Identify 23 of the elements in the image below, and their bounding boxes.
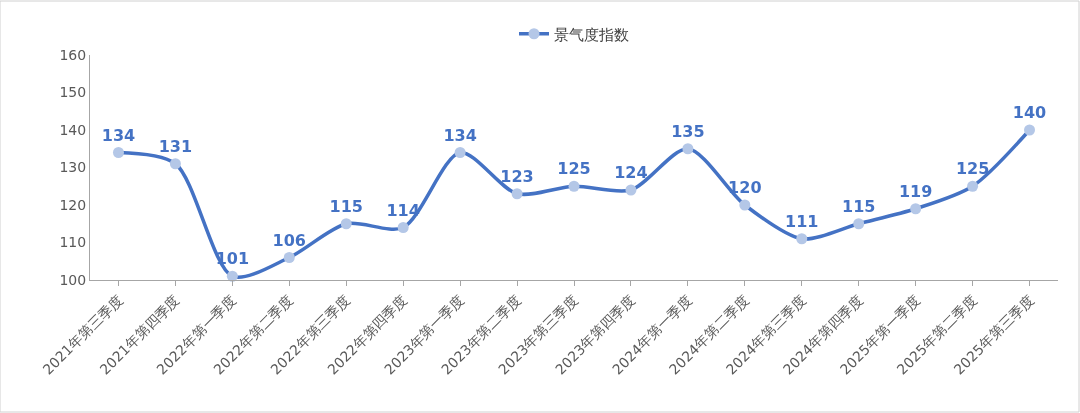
data-label: 131 [158,136,193,156]
y-tick-label: 140 [59,121,87,138]
y-tick-label: 160 [59,46,87,63]
data-label: 134 [101,125,136,145]
y-tick-label: 100 [59,271,87,288]
data-label: 140 [1012,103,1047,123]
legend-label: 景气度指数 [554,25,629,44]
y-tick-label: 130 [59,159,87,176]
data-label: 125 [557,159,591,179]
data-label: 134 [443,125,477,145]
data-label: 119 [898,181,933,201]
data-label: 135 [671,121,705,141]
data-label: 115 [329,196,363,216]
data-label: 120 [728,178,762,198]
y-tick-label: 120 [59,196,87,213]
y-tick-label: 150 [59,84,87,101]
y-tick-label: 110 [59,234,87,251]
data-label: 123 [500,166,534,186]
data-label: 111 [785,211,819,231]
data-label: 124 [614,163,648,183]
data-label: 106 [272,230,306,250]
data-label: 125 [955,159,990,179]
data-label: 115 [842,196,876,216]
